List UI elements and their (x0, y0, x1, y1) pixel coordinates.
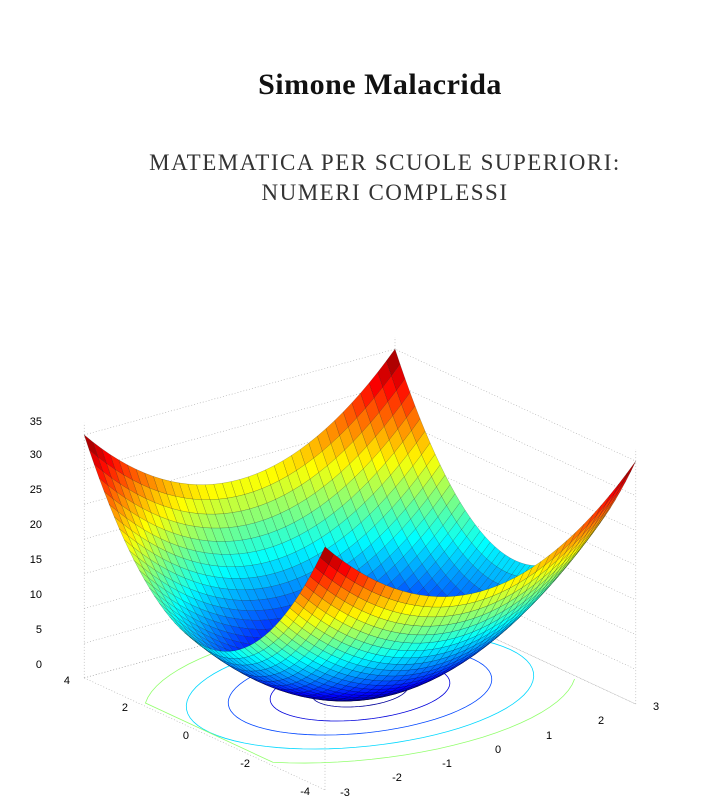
x-tick-label: -3 (340, 787, 350, 799)
x-tick-label: 1 (546, 730, 552, 742)
title-line: NUMERI COMPLESSI (261, 180, 509, 205)
z-tick-label: 15 (30, 554, 42, 566)
x-tick-label: 2 (598, 715, 604, 727)
box-edge (394, 591, 636, 705)
z-tick-label: 35 (30, 416, 42, 428)
surface-patch (617, 471, 631, 494)
z-tick-label: 30 (30, 449, 42, 461)
x-tick-label: 0 (495, 744, 501, 756)
title-line: MATEMATICA PER SCUOLE SUPERIORI: (149, 150, 621, 175)
z-tick-label: 10 (30, 589, 42, 601)
x-tick-label: -1 (442, 758, 452, 770)
surface (83, 348, 636, 702)
surface-patch (319, 546, 334, 565)
author: Simone Malacrida (258, 68, 502, 101)
surface-patch (608, 483, 623, 505)
z-tick-label: 20 (30, 519, 42, 531)
z-tick-label: 0 (36, 659, 42, 671)
z-tick-label: 5 (36, 624, 42, 636)
y-tick-label: 4 (64, 675, 70, 687)
y-tick-label: 0 (183, 730, 189, 742)
surface-patch (622, 461, 636, 484)
x-tick-label: -2 (392, 772, 402, 784)
y-tick-label: 2 (122, 702, 128, 714)
y-tick-label: -2 (240, 758, 250, 770)
x-tick-label: 3 (653, 701, 659, 713)
y-tick-label: -4 (300, 786, 310, 798)
z-tick-label: 25 (30, 484, 42, 496)
box-edge (84, 677, 326, 791)
